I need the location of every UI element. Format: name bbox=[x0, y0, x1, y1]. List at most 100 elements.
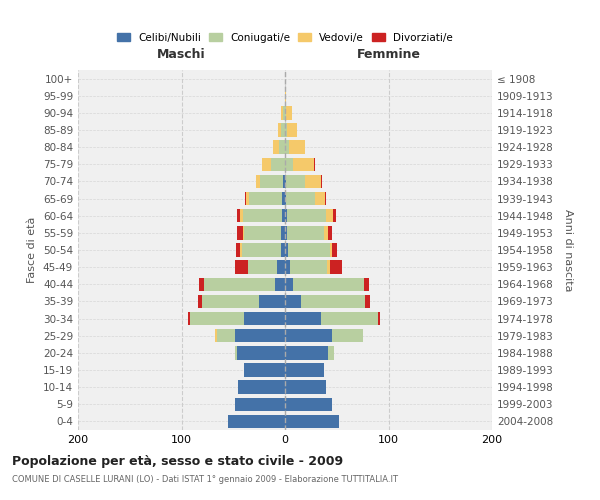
Bar bbox=[364, 278, 369, 291]
Bar bbox=[285, 244, 288, 256]
Bar bbox=[248, 260, 277, 274]
Bar bbox=[285, 106, 286, 120]
Bar bbox=[328, 260, 329, 274]
Bar bbox=[242, 209, 282, 222]
Bar bbox=[278, 124, 281, 136]
Bar bbox=[238, 380, 285, 394]
Bar bbox=[235, 346, 238, 360]
Bar bbox=[332, 209, 336, 222]
Bar bbox=[235, 329, 285, 342]
Bar bbox=[314, 158, 315, 171]
Bar bbox=[287, 226, 325, 239]
Bar bbox=[285, 158, 293, 171]
Bar bbox=[285, 312, 321, 326]
Bar bbox=[260, 174, 283, 188]
Bar bbox=[199, 278, 204, 291]
Bar bbox=[285, 329, 332, 342]
Text: COMUNE DI CASELLE LURANI (LO) - Dati ISTAT 1° gennaio 2009 - Elaborazione TUTTIT: COMUNE DI CASELLE LURANI (LO) - Dati IST… bbox=[12, 475, 398, 484]
Bar bbox=[285, 209, 287, 222]
Bar bbox=[325, 226, 328, 239]
Bar bbox=[236, 244, 241, 256]
Bar bbox=[244, 364, 285, 376]
Text: Femmine: Femmine bbox=[356, 48, 421, 61]
Bar bbox=[241, 209, 242, 222]
Bar bbox=[285, 174, 286, 188]
Bar bbox=[281, 244, 285, 256]
Bar bbox=[188, 312, 190, 326]
Bar bbox=[332, 329, 362, 342]
Bar bbox=[277, 260, 285, 274]
Bar bbox=[329, 260, 342, 274]
Bar bbox=[282, 209, 285, 222]
Bar bbox=[301, 294, 365, 308]
Legend: Celibi/Nubili, Coniugati/e, Vedovi/e, Divorziati/e: Celibi/Nubili, Coniugati/e, Vedovi/e, Di… bbox=[113, 28, 457, 46]
Bar bbox=[325, 192, 326, 205]
Bar bbox=[321, 312, 378, 326]
Bar bbox=[293, 278, 364, 291]
Bar bbox=[190, 312, 244, 326]
Bar bbox=[244, 226, 281, 239]
Bar bbox=[262, 158, 271, 171]
Bar bbox=[286, 174, 305, 188]
Bar bbox=[215, 329, 217, 342]
Y-axis label: Anni di nascita: Anni di nascita bbox=[563, 209, 573, 291]
Bar bbox=[328, 226, 332, 239]
Bar bbox=[285, 89, 286, 102]
Bar bbox=[281, 226, 285, 239]
Bar bbox=[321, 174, 322, 188]
Bar bbox=[285, 414, 339, 428]
Bar bbox=[281, 106, 283, 120]
Bar bbox=[285, 124, 287, 136]
Bar bbox=[328, 346, 334, 360]
Bar bbox=[235, 398, 285, 411]
Bar bbox=[315, 192, 325, 205]
Bar bbox=[305, 174, 321, 188]
Bar bbox=[272, 140, 279, 154]
Bar bbox=[238, 346, 285, 360]
Bar bbox=[286, 106, 292, 120]
Bar bbox=[242, 244, 281, 256]
Text: Maschi: Maschi bbox=[157, 48, 206, 61]
Bar bbox=[249, 192, 282, 205]
Bar bbox=[259, 294, 285, 308]
Bar bbox=[271, 158, 285, 171]
Bar bbox=[283, 106, 285, 120]
Bar bbox=[293, 158, 314, 171]
Bar bbox=[285, 294, 301, 308]
Bar bbox=[202, 294, 259, 308]
Bar bbox=[204, 278, 275, 291]
Y-axis label: Fasce di età: Fasce di età bbox=[28, 217, 37, 283]
Bar bbox=[245, 192, 249, 205]
Bar bbox=[285, 260, 290, 274]
Bar bbox=[378, 312, 380, 326]
Bar bbox=[238, 209, 241, 222]
Bar bbox=[238, 226, 242, 239]
Bar bbox=[279, 140, 285, 154]
Bar bbox=[235, 260, 248, 274]
Bar bbox=[256, 174, 260, 188]
Bar bbox=[285, 380, 326, 394]
Bar bbox=[242, 226, 244, 239]
Bar bbox=[275, 278, 285, 291]
Bar bbox=[288, 244, 329, 256]
Bar bbox=[332, 244, 337, 256]
Bar bbox=[228, 414, 285, 428]
Bar bbox=[241, 244, 242, 256]
Bar bbox=[286, 192, 315, 205]
Bar bbox=[285, 226, 287, 239]
Bar bbox=[282, 192, 285, 205]
Bar bbox=[287, 209, 326, 222]
Bar bbox=[283, 174, 285, 188]
Bar bbox=[198, 294, 202, 308]
Bar bbox=[285, 346, 328, 360]
Text: Popolazione per età, sesso e stato civile - 2009: Popolazione per età, sesso e stato civil… bbox=[12, 455, 343, 468]
Bar bbox=[285, 192, 286, 205]
Bar bbox=[285, 398, 332, 411]
Bar bbox=[365, 294, 370, 308]
Bar bbox=[285, 278, 293, 291]
Bar bbox=[244, 312, 285, 326]
Bar bbox=[285, 364, 325, 376]
Bar bbox=[290, 260, 328, 274]
Bar bbox=[217, 329, 235, 342]
Bar bbox=[285, 140, 289, 154]
